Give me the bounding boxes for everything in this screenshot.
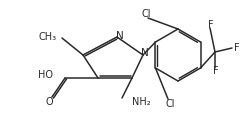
Text: CH₃: CH₃ [39, 32, 57, 42]
Text: NH₂: NH₂ [132, 97, 151, 107]
Text: HO: HO [38, 70, 53, 80]
Text: N: N [141, 48, 149, 58]
Text: N: N [116, 31, 124, 41]
Text: F: F [208, 20, 214, 30]
Text: Cl: Cl [141, 9, 151, 19]
Text: F: F [234, 43, 240, 53]
Text: F: F [213, 66, 219, 76]
Text: O: O [45, 97, 53, 107]
Text: Cl: Cl [165, 99, 175, 109]
